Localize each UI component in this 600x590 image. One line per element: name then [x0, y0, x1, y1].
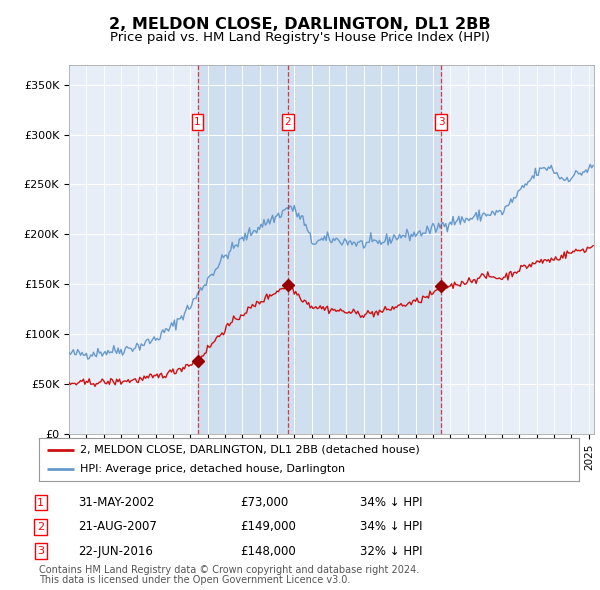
- Text: 1: 1: [37, 498, 44, 507]
- Text: 2: 2: [37, 522, 44, 532]
- Text: 22-JUN-2016: 22-JUN-2016: [78, 545, 153, 558]
- Text: 34% ↓ HPI: 34% ↓ HPI: [360, 520, 422, 533]
- Text: £73,000: £73,000: [240, 496, 288, 509]
- Text: Price paid vs. HM Land Registry's House Price Index (HPI): Price paid vs. HM Land Registry's House …: [110, 31, 490, 44]
- Text: 21-AUG-2007: 21-AUG-2007: [78, 520, 157, 533]
- Text: 31-MAY-2002: 31-MAY-2002: [78, 496, 154, 509]
- Text: HPI: Average price, detached house, Darlington: HPI: Average price, detached house, Darl…: [79, 464, 344, 474]
- Text: 2, MELDON CLOSE, DARLINGTON, DL1 2BB (detached house): 2, MELDON CLOSE, DARLINGTON, DL1 2BB (de…: [79, 445, 419, 455]
- Text: 32% ↓ HPI: 32% ↓ HPI: [360, 545, 422, 558]
- Text: 2, MELDON CLOSE, DARLINGTON, DL1 2BB: 2, MELDON CLOSE, DARLINGTON, DL1 2BB: [109, 17, 491, 31]
- Text: Contains HM Land Registry data © Crown copyright and database right 2024.: Contains HM Land Registry data © Crown c…: [39, 565, 419, 575]
- Text: 1: 1: [194, 117, 201, 127]
- Text: This data is licensed under the Open Government Licence v3.0.: This data is licensed under the Open Gov…: [39, 575, 350, 585]
- Text: 3: 3: [437, 117, 445, 127]
- Bar: [197, 65, 288, 434]
- Text: 3: 3: [37, 546, 44, 556]
- Text: 2: 2: [284, 117, 292, 127]
- Text: 34% ↓ HPI: 34% ↓ HPI: [360, 496, 422, 509]
- Bar: [288, 65, 441, 434]
- Text: £148,000: £148,000: [240, 545, 296, 558]
- Text: £149,000: £149,000: [240, 520, 296, 533]
